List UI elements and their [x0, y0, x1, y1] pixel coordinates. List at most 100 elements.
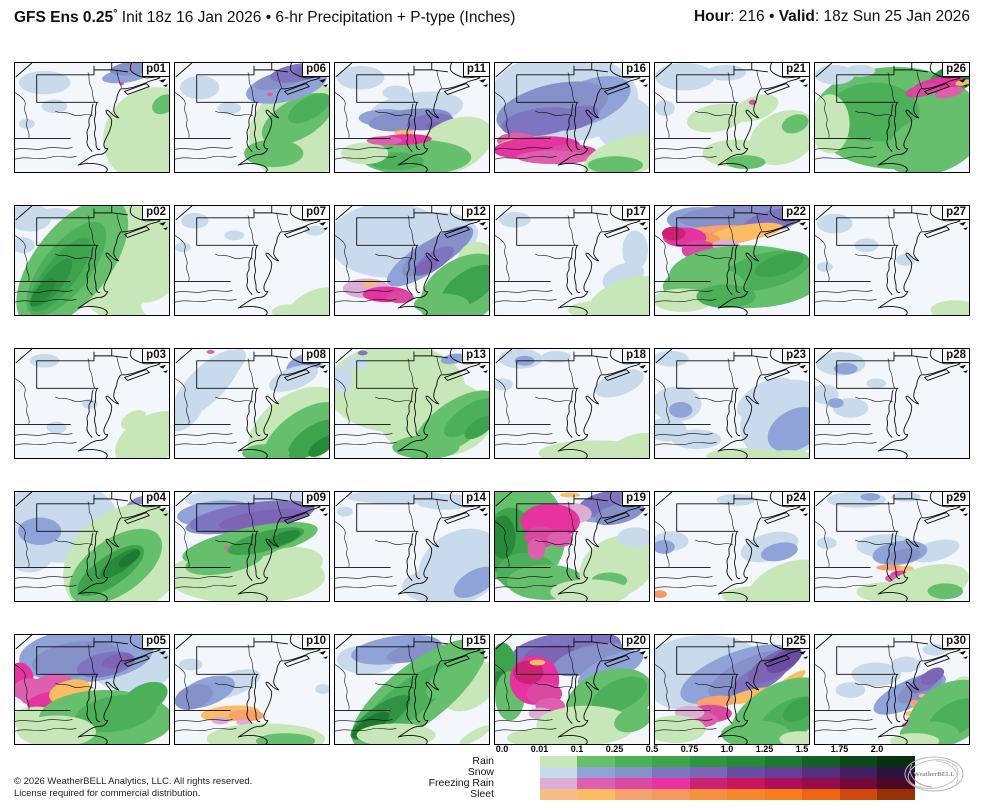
ensemble-panel-p29[interactable]: p29	[814, 491, 970, 602]
ensemble-panel-p04[interactable]: p04	[14, 491, 170, 602]
ensemble-panel-p13[interactable]: p13	[334, 348, 490, 459]
copyright: © 2026 WeatherBELL Analytics, LLC. All r…	[14, 776, 252, 800]
legend-empty-cell	[502, 767, 540, 778]
panel-map	[495, 63, 649, 172]
ensemble-panel-p18[interactable]: p18	[494, 348, 650, 459]
legend-tick: 0.0	[495, 744, 509, 754]
legend-empty-cell	[502, 778, 540, 789]
panel-map	[655, 206, 809, 315]
legend-tick: 0.1	[570, 744, 584, 754]
panel-label: p17	[622, 206, 649, 220]
legend-rows: Rain Snow Freezing Rain Sleet	[0, 756, 915, 800]
copyright-line-2: License required for commercial distribu…	[14, 788, 201, 799]
ensemble-panel-p09[interactable]: p09	[174, 491, 330, 602]
legend-tick: 1.5	[795, 744, 809, 754]
ensemble-panel-p30[interactable]: p30	[814, 634, 970, 745]
legend-color-cell	[614, 756, 652, 767]
legend-color-cell	[802, 789, 840, 800]
panel-map	[335, 635, 489, 744]
legend-color-cell	[802, 778, 840, 789]
legend-tick: 1.75	[830, 744, 849, 754]
legend-color-cell	[689, 778, 727, 789]
legend-empty-cell	[502, 756, 540, 767]
legend-color-cell	[577, 767, 615, 778]
legend-tick: 2.0	[870, 744, 884, 754]
ensemble-panel-p01[interactable]: p01	[14, 62, 170, 173]
ensemble-panel-p16[interactable]: p16	[494, 62, 650, 173]
bullet-separator: •	[764, 8, 779, 25]
panel-label: p29	[942, 492, 969, 506]
legend-color-cell	[689, 789, 727, 800]
ensemble-panel-p03[interactable]: p03	[14, 348, 170, 459]
panel-label: p04	[142, 492, 169, 506]
legend-row-label: Rain	[472, 755, 494, 767]
ensemble-panel-p02[interactable]: p02	[14, 205, 170, 316]
legend-color-cell	[839, 778, 877, 789]
hour-label: Hour	[693, 8, 731, 25]
legend-color-cell	[652, 789, 690, 800]
ensemble-panel-p15[interactable]: p15	[334, 634, 490, 745]
header: GFS Ens 0.25° Init 18z 16 Jan 2026 • 6-h…	[14, 8, 970, 27]
panel-map	[15, 206, 169, 315]
legend-color-cell	[727, 789, 765, 800]
ensemble-panel-p05[interactable]: p05	[14, 634, 170, 745]
ensemble-panel-p17[interactable]: p17	[494, 205, 650, 316]
panel-label: p26	[942, 63, 969, 77]
ensemble-panel-p27[interactable]: p27	[814, 205, 970, 316]
legend-color-cell	[839, 756, 877, 767]
ensemble-panel-p07[interactable]: p07	[174, 205, 330, 316]
legend-tick: 0.75	[680, 744, 699, 754]
panel-map	[15, 492, 169, 601]
legend-color-cell	[839, 767, 877, 778]
ensemble-panel-p21[interactable]: p21	[654, 62, 810, 173]
ensemble-grid: p01 p06 p11 p16 p21 p26 p02 p07 p12 p17 p22 p27 p03 p…	[14, 62, 970, 745]
panel-label: p09	[302, 492, 329, 506]
panel-label: p06	[302, 63, 329, 77]
legend-color-cell	[577, 756, 615, 767]
legend-row-r: Rain	[0, 756, 915, 767]
hour-valid-label: Hour: 216 • Valid: 18z Sun 25 Jan 2026	[694, 8, 970, 27]
degree-symbol: °	[113, 8, 118, 20]
panel-map	[655, 349, 809, 458]
legend-color-cell	[577, 778, 615, 789]
legend-color-cell	[614, 778, 652, 789]
panel-label: p13	[462, 349, 489, 363]
legend-empty-cell	[502, 789, 540, 800]
ensemble-panel-p19[interactable]: p19	[494, 491, 650, 602]
ensemble-panel-p26[interactable]: p26	[814, 62, 970, 173]
ensemble-panel-p22[interactable]: p22	[654, 205, 810, 316]
legend-color-cell	[652, 767, 690, 778]
panel-map	[495, 206, 649, 315]
panel-map	[655, 492, 809, 601]
legend-row-l: Sleet	[0, 789, 915, 800]
title-description: Init 18z 16 Jan 2026 • 6-hr Precipitatio…	[117, 9, 516, 26]
panel-label: p22	[782, 206, 809, 220]
legend-color-cell	[802, 756, 840, 767]
panel-label: p24	[782, 492, 809, 506]
panel-label: p18	[622, 349, 649, 363]
ensemble-panel-p06[interactable]: p06	[174, 62, 330, 173]
ensemble-panel-p25[interactable]: p25	[654, 634, 810, 745]
ensemble-panel-p28[interactable]: p28	[814, 348, 970, 459]
panel-map	[175, 349, 329, 458]
ensemble-panel-p08[interactable]: p08	[174, 348, 330, 459]
legend-color-cell	[877, 756, 915, 767]
ensemble-panel-p10[interactable]: p10	[174, 634, 330, 745]
ensemble-panel-p23[interactable]: p23	[654, 348, 810, 459]
panel-label: p08	[302, 349, 329, 363]
legend-color-cell	[539, 756, 577, 767]
panel-label: p02	[142, 206, 169, 220]
ensemble-panel-p12[interactable]: p12	[334, 205, 490, 316]
legend-row-f: Freezing Rain	[0, 778, 915, 789]
panel-label: p19	[622, 492, 649, 506]
panel-label: p28	[942, 349, 969, 363]
ensemble-panel-p20[interactable]: p20	[494, 634, 650, 745]
panel-label: p07	[302, 206, 329, 220]
ensemble-panel-p11[interactable]: p11	[334, 62, 490, 173]
legend-color-cell	[577, 789, 615, 800]
ensemble-panel-p24[interactable]: p24	[654, 491, 810, 602]
legend-color-cell	[764, 767, 802, 778]
ensemble-panel-p14[interactable]: p14	[334, 491, 490, 602]
legend-color-cell	[539, 778, 577, 789]
legend-color-cell	[877, 778, 915, 789]
